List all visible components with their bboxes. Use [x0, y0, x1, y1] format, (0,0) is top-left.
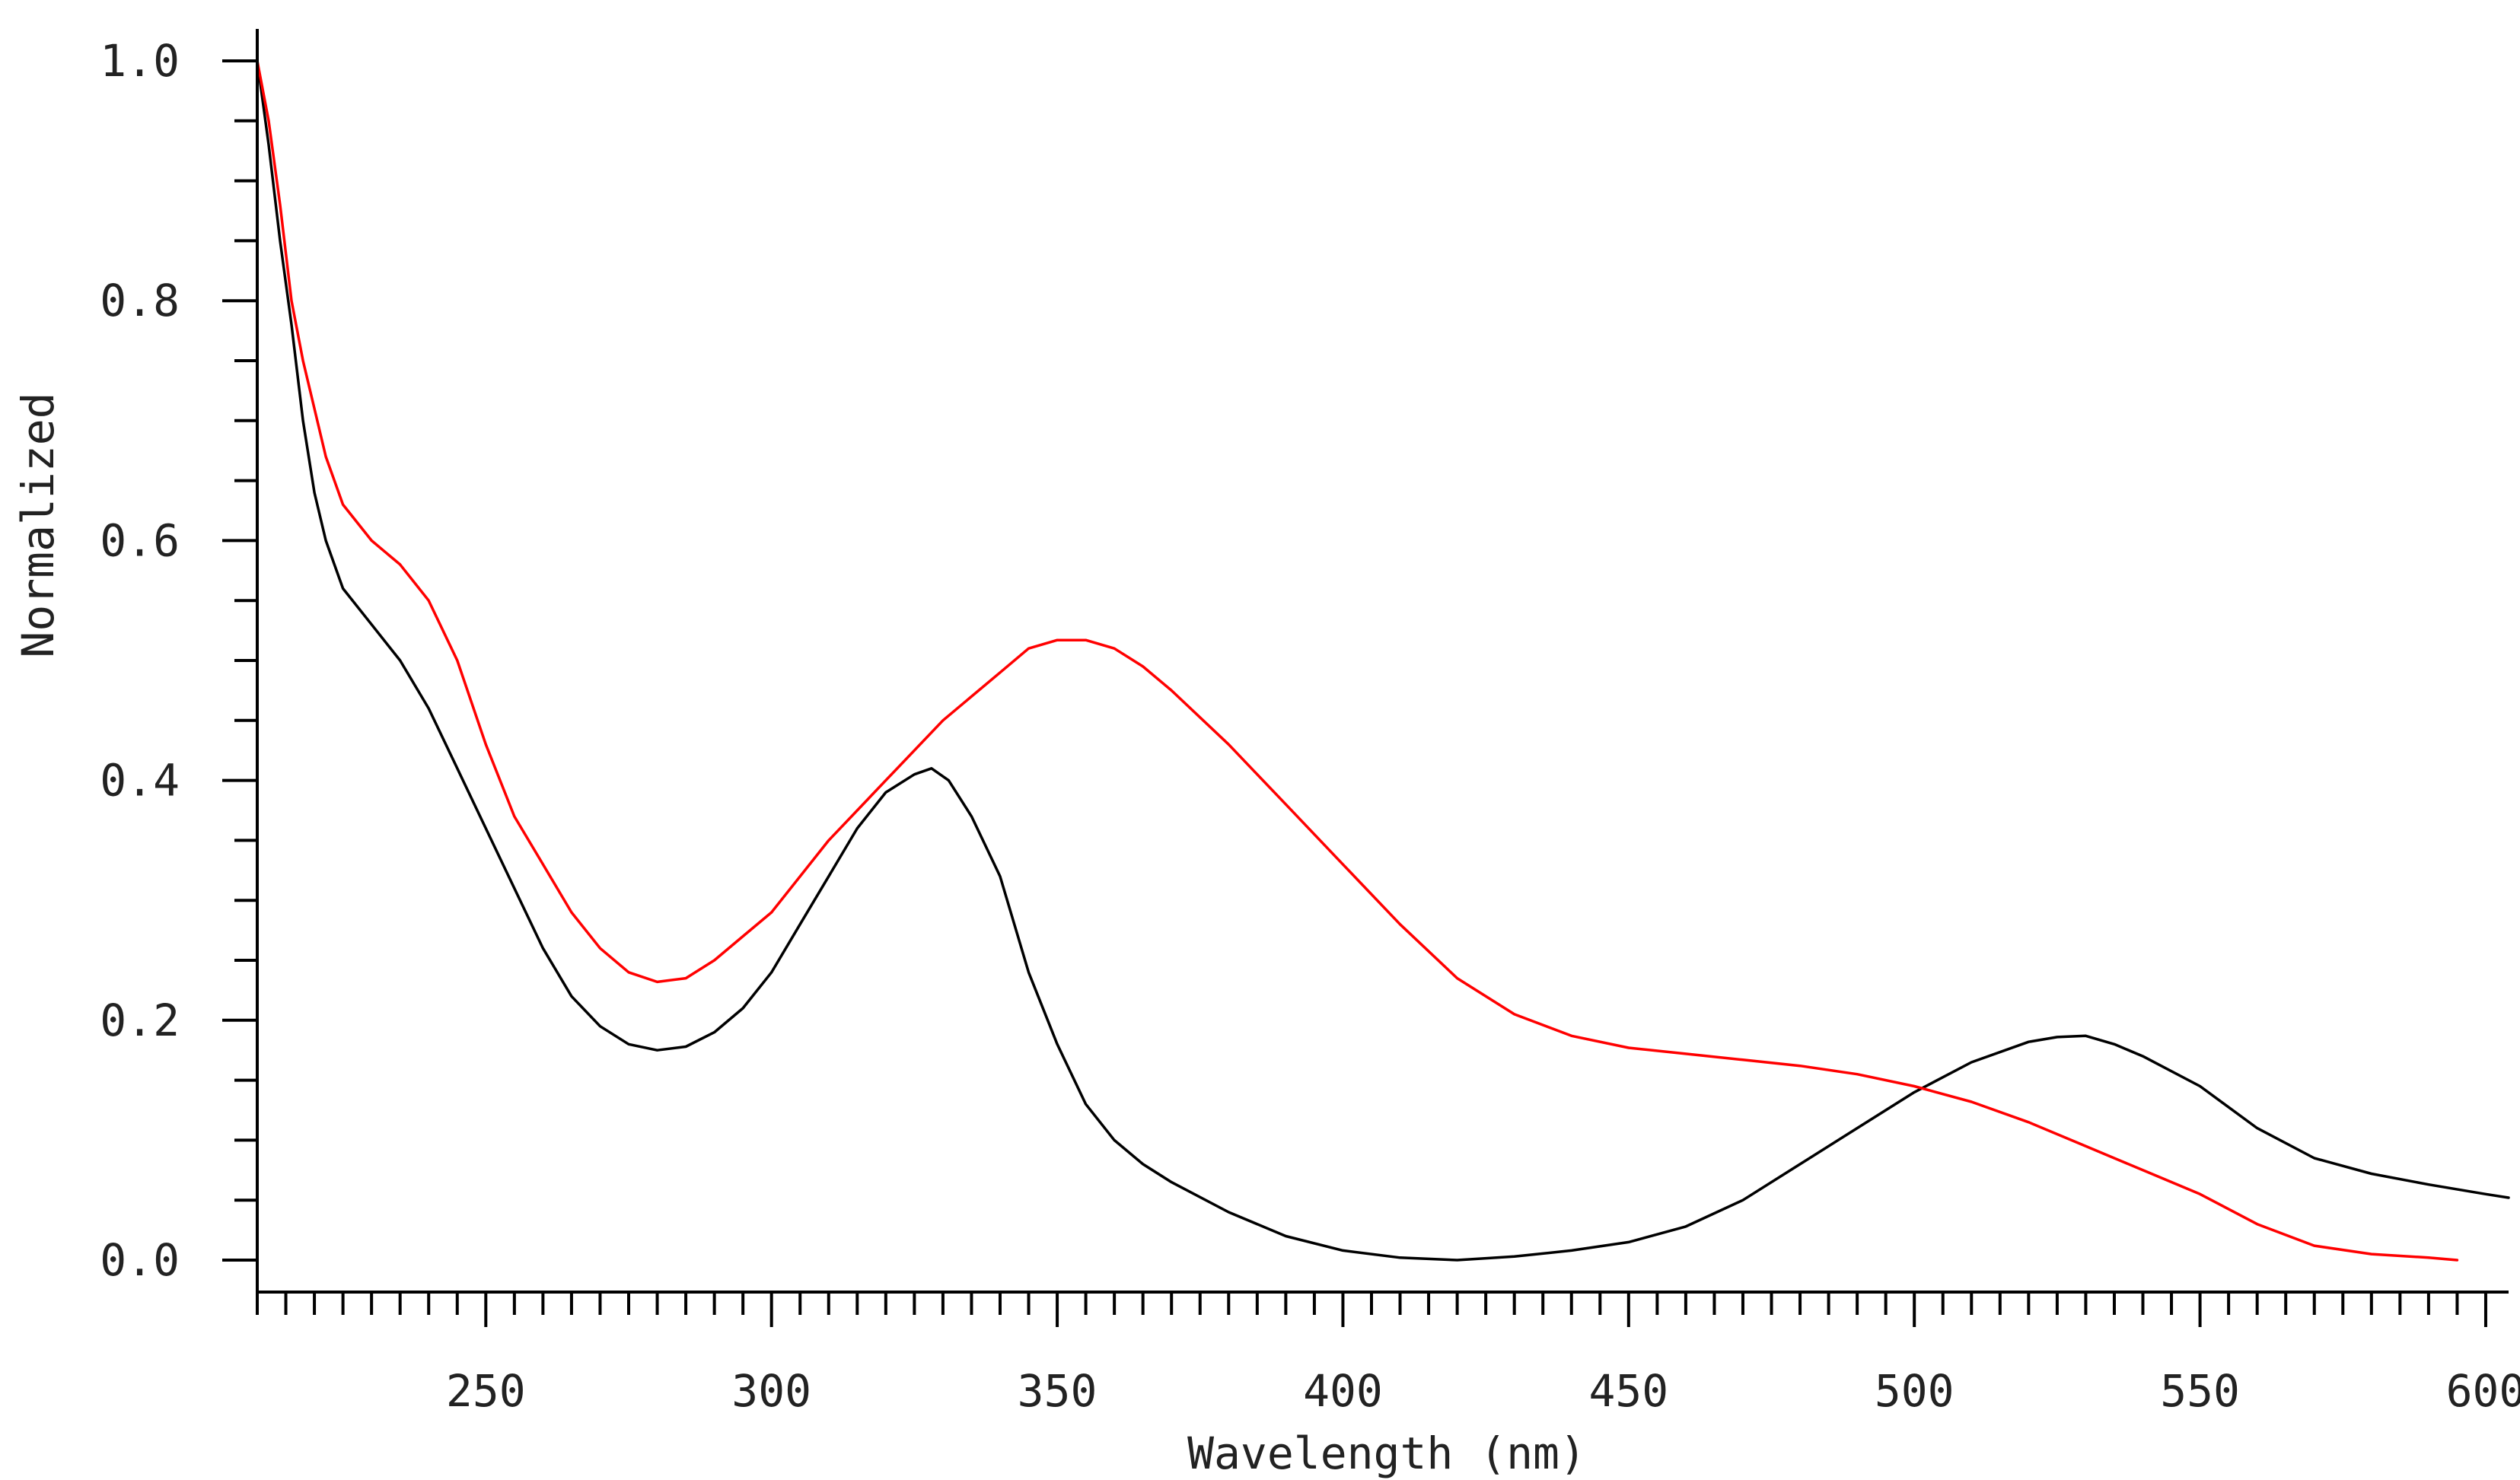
x-tick-label: 600: [2446, 1365, 2520, 1417]
series-line-2: [256, 59, 2459, 1262]
x-tick-label: 550: [2160, 1365, 2240, 1417]
x-tick-label: 300: [731, 1365, 811, 1417]
series-line-1: [256, 59, 2510, 1262]
y-tick-label: 0.8: [100, 275, 180, 326]
series-group: [256, 59, 2510, 1262]
y-tick-label: 1.0: [100, 35, 180, 87]
axes: [256, 29, 2509, 1294]
y-axis-label: Normalized: [12, 392, 64, 657]
y-tick-label: 0.0: [100, 1234, 180, 1286]
y-ticks: 0.0 0.2 0.4 0.6 0.8 1.0: [100, 35, 257, 1286]
x-tick-label: 350: [1018, 1365, 1098, 1417]
y-tick-label: 0.6: [100, 514, 180, 566]
x-ticks: 250 300 350 400 450 500 550 600: [256, 1292, 2520, 1417]
x-tick-label: 250: [446, 1365, 526, 1417]
x-tick-label: 400: [1303, 1365, 1383, 1417]
x-tick-label: 450: [1588, 1365, 1668, 1417]
y-tick-label: 0.2: [100, 995, 180, 1046]
x-axis-label: Wavelength (nm): [1187, 1427, 1586, 1479]
x-tick-label: 500: [1875, 1365, 1955, 1417]
y-tick-label: 0.4: [100, 755, 180, 807]
